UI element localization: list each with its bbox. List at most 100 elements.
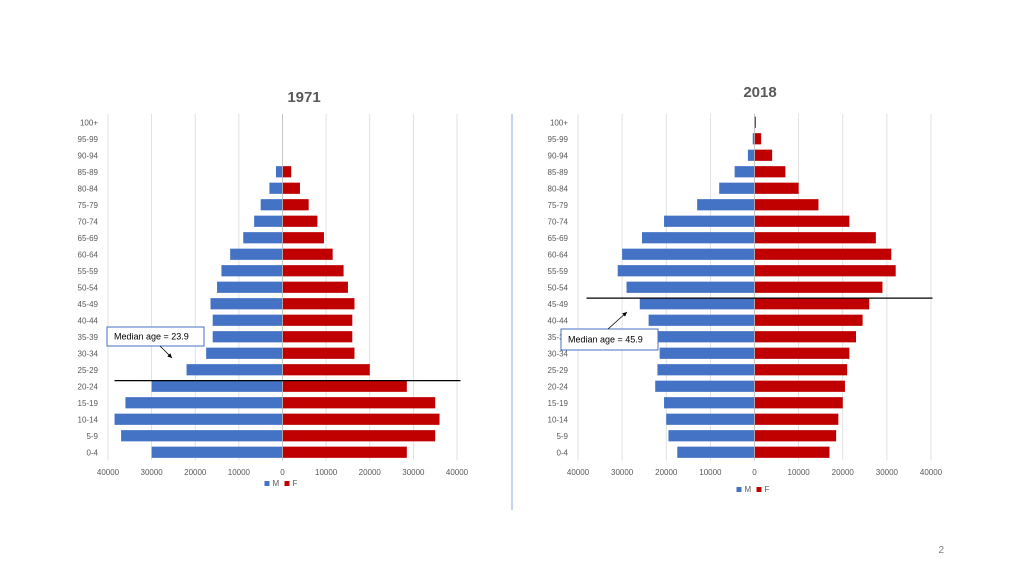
median-age-callout-text: Median age = 45.9 [568,335,643,345]
y-tick-label: 85-89 [548,168,569,177]
legend-label-male: M [273,479,280,488]
y-tick-label: 80-84 [548,184,569,193]
bar-male-15-19 [125,397,283,409]
pyramid-chart-2018: 2018 40000 30000 20000 10000 0 10000 20000 30000… [548,84,943,494]
x-tick-label: 40000 [567,468,590,477]
bar-male-55-59 [221,265,283,277]
bar-female-5-9 [754,430,837,442]
bar-male-0-4 [151,446,283,458]
bar-female-65-69 [754,232,876,244]
bar-female-20-24 [282,380,407,392]
bar-female-30-34 [282,347,355,359]
y-tick-label: 75-79 [548,201,569,210]
bar-male-35-39 [657,331,755,343]
bar-male-80-84 [719,182,755,194]
bar-female-90-94 [754,149,773,161]
y-tick-label: 90-94 [78,151,99,160]
x-tick-label: 0 [280,468,285,477]
bar-male-95-99 [752,133,755,145]
bar-male-25-29 [186,364,283,376]
bar-female-0-4 [282,446,407,458]
y-tick-label: 100+ [550,118,568,127]
y-tick-label: 40-44 [548,316,569,325]
bar-male-20-24 [151,380,283,392]
bar-female-40-44 [282,314,353,326]
y-tick-label: 0-4 [556,448,568,457]
bar-male-65-69 [243,232,283,244]
x-tick-label: 30000 [611,468,634,477]
bar-male-35-39 [212,331,283,343]
bar-male-60-64 [622,248,755,260]
y-tick-label: 20-24 [548,382,569,391]
x-tick-label: 0 [752,468,757,477]
page-number: 2 [938,545,944,556]
y-tick-label: 25-29 [548,366,569,375]
bar-male-90-94 [747,149,755,161]
bar-female-35-39 [754,331,856,343]
bar-female-10-14 [282,413,440,425]
bar-female-50-54 [754,281,883,293]
bar-female-60-64 [754,248,892,260]
y-tick-label: 30-34 [548,349,569,358]
y-tick-label: 65-69 [548,234,569,243]
y-tick-label: 5-9 [86,432,98,441]
x-tick-label: 40000 [97,468,120,477]
y-tick-label: 55-59 [78,267,99,276]
callout-arrow-head [167,353,172,358]
x-tick-label: 10000 [228,468,251,477]
x-tick-label: 30000 [141,468,164,477]
bar-female-10-14 [754,413,839,425]
callout-arrow-head [622,312,627,317]
y-tick-label: 45-49 [548,300,569,309]
bar-female-0-4 [754,446,830,458]
y-tick-label: 0-4 [86,448,98,457]
bar-female-85-89 [754,166,786,178]
bar-male-75-79 [697,199,755,211]
y-tick-label: 75-79 [78,201,99,210]
median-age-callout-box [560,328,659,351]
y-tick-label: 45-49 [78,300,99,309]
y-tick-label: 80-84 [78,184,99,193]
bar-female-75-79 [754,199,819,211]
y-tick-label: 10-14 [78,415,99,424]
x-tick-label: 10000 [788,468,811,477]
bar-female-5-9 [282,430,436,442]
bar-male-30-34 [206,347,283,359]
bar-female-25-29 [754,364,848,376]
bar-male-15-19 [664,397,755,409]
legend-swatch-male [736,487,742,492]
bar-male-5-9 [668,430,755,442]
bar-male-65-69 [641,232,755,244]
bar-male-40-44 [212,314,283,326]
bar-male-10-14 [666,413,755,425]
bar-male-50-54 [217,281,283,293]
y-tick-label: 70-74 [548,217,569,226]
y-tick-label: 60-64 [548,250,569,259]
y-tick-label: 60-64 [78,250,99,259]
bar-female-25-29 [282,364,370,376]
bar-female-30-34 [754,347,850,359]
y-tick-label: 40-44 [78,316,99,325]
bar-female-60-64 [282,248,333,260]
bar-female-65-69 [282,232,324,244]
bar-male-10-14 [114,413,283,425]
x-tick-label: 40000 [920,468,943,477]
chart-title: 2018 [743,84,776,101]
bar-female-20-24 [754,380,845,392]
legend-swatch-male [264,481,270,486]
x-tick-label: 20000 [655,468,678,477]
y-tick-label: 35-39 [78,333,99,342]
bar-female-15-19 [282,397,436,409]
bar-female-35-39 [282,331,353,343]
x-tick-label: 40000 [446,468,469,477]
y-tick-label: 70-74 [78,217,99,226]
y-tick-label: 30-34 [78,349,99,358]
bar-female-15-19 [754,397,843,409]
bar-male-60-64 [230,248,283,260]
x-tick-label: 10000 [315,468,338,477]
legend-swatch-female [756,487,762,492]
bar-male-5-9 [121,430,283,442]
x-tick-label: 20000 [184,468,207,477]
y-tick-label: 35-39 [548,333,569,342]
bar-male-70-74 [664,215,755,227]
